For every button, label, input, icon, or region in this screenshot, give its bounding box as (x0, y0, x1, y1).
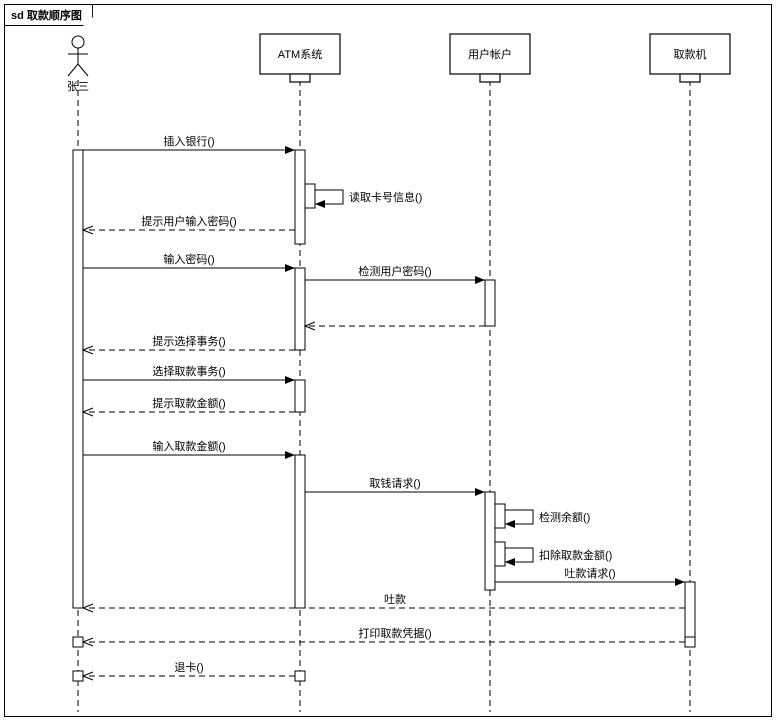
sequence-diagram-frame: sd 取款顺序图 张三ATM系统用户帐户取款机插入银行()读取卡号信息()提示用… (0, 0, 776, 721)
diagram-border (4, 4, 772, 717)
diagram-title: sd 取款顺序图 (4, 4, 93, 26)
